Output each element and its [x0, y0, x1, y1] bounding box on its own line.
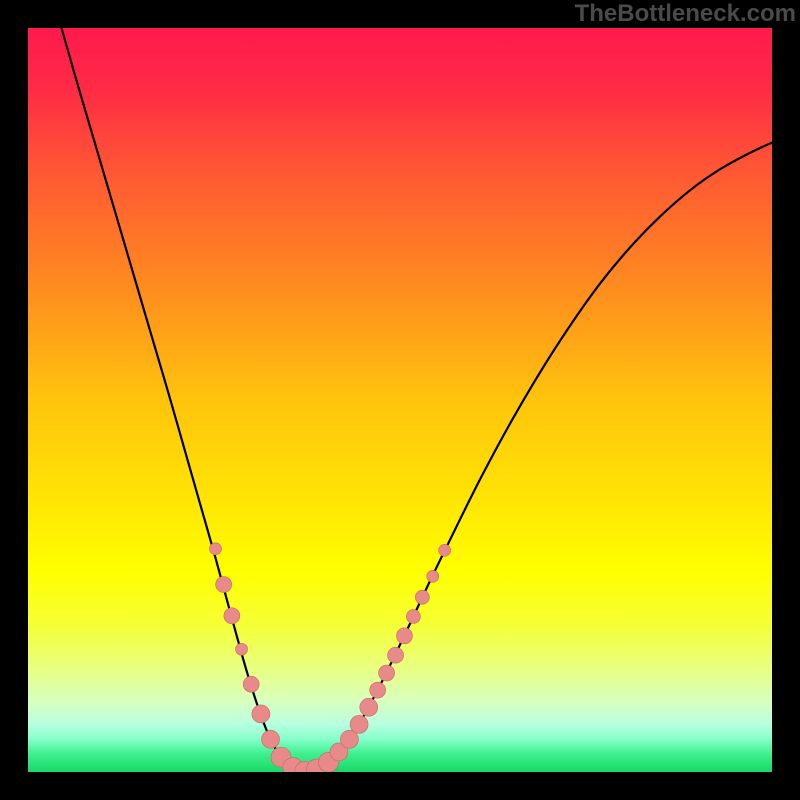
marker-point — [439, 544, 451, 556]
marker-point — [216, 577, 232, 593]
plot-area — [28, 28, 772, 772]
chart-frame: TheBottleneck.com — [0, 0, 800, 800]
marker-point — [379, 665, 395, 681]
marker-point — [224, 608, 240, 624]
plot-svg — [28, 28, 772, 772]
marker-point — [252, 705, 270, 723]
marker-point — [236, 643, 248, 655]
marker-point — [370, 682, 386, 698]
watermark-text: TheBottleneck.com — [575, 0, 796, 28]
marker-point — [388, 647, 404, 663]
marker-point — [415, 590, 429, 604]
marker-point — [360, 698, 378, 716]
marker-point — [406, 610, 420, 624]
marker-point — [262, 730, 280, 748]
marker-point — [427, 570, 439, 582]
marker-point — [243, 676, 259, 692]
marker-point — [350, 715, 368, 733]
marker-point — [396, 628, 412, 644]
marker-point — [209, 543, 221, 555]
